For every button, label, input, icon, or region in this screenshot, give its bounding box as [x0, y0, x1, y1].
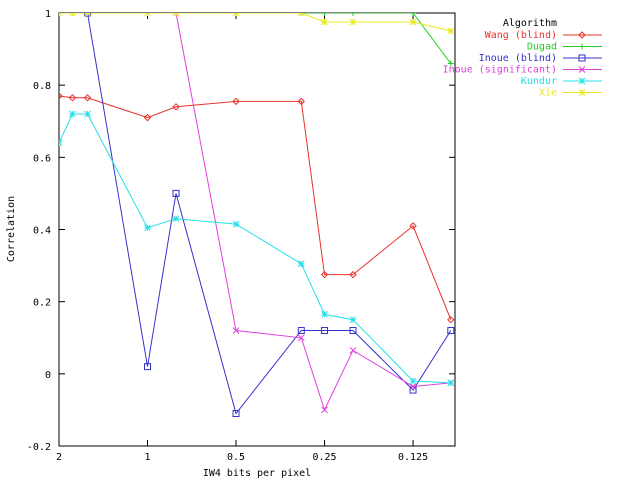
point-marker: [59, 13, 63, 17]
point-marker: [321, 310, 328, 318]
point-marker: [349, 18, 357, 26]
point-marker: [578, 54, 586, 62]
point-marker: [349, 347, 357, 354]
point-marker: [320, 270, 329, 279]
y-tick-label: 0.4: [33, 226, 51, 237]
point-marker: [321, 13, 328, 16]
point-marker: [578, 31, 586, 39]
series-line: [59, 13, 452, 64]
point-marker: [409, 222, 417, 230]
point-marker: [83, 94, 92, 102]
series-dugad: [59, 13, 454, 67]
series-line: [59, 95, 452, 320]
point-marker: [172, 13, 180, 17]
point-marker: [69, 110, 76, 118]
point-marker: [172, 103, 180, 111]
point-marker: [69, 13, 76, 17]
point-marker: [447, 327, 455, 335]
point-marker: [144, 224, 151, 232]
series-line: [87, 13, 452, 415]
x-tick-label: 0.25: [312, 452, 336, 463]
plot-frame: [58, 12, 456, 447]
x-tick-label: 0.5: [227, 452, 245, 463]
point-marker: [321, 327, 329, 335]
point-marker: [297, 334, 305, 342]
series-line: [59, 13, 451, 32]
legend-entry-label: Xie: [539, 88, 557, 99]
point-marker: [172, 189, 180, 197]
point-marker: [349, 316, 357, 324]
series-kundur: [59, 110, 455, 387]
point-marker: [144, 363, 152, 371]
point-marker: [350, 13, 357, 16]
point-marker: [297, 260, 305, 268]
point-marker: [447, 316, 455, 324]
series-line: [59, 113, 451, 384]
point-marker: [447, 379, 455, 387]
x-tick-label: 1: [144, 452, 150, 463]
point-marker: [297, 97, 305, 106]
point-marker: [297, 327, 305, 335]
y-tick-label: 1: [45, 9, 51, 20]
x-axis-label: IW4 bits per pixel: [203, 468, 311, 479]
legend-entry-label: Wang (blind): [485, 30, 557, 41]
x-tick-label: 2: [56, 452, 62, 463]
point-marker: [409, 383, 417, 390]
point-marker: [172, 215, 180, 223]
y-tick-label: -0.2: [27, 442, 51, 453]
legend-entry-label: Kundur: [521, 76, 557, 87]
point-marker: [144, 13, 151, 17]
y-tick-label: 0.8: [33, 81, 51, 92]
point-marker: [409, 18, 417, 26]
legend-title: Algorithm: [503, 18, 557, 29]
series-line: [175, 13, 451, 412]
point-marker: [59, 139, 63, 147]
legend-entry-label: Inoue (blind): [479, 53, 557, 64]
point-marker: [447, 60, 454, 67]
point-marker: [68, 94, 77, 102]
point-marker: [578, 89, 586, 96]
point-marker: [447, 27, 455, 35]
point-marker: [409, 377, 417, 385]
point-marker: [349, 327, 357, 335]
point-marker: [143, 113, 152, 122]
point-marker: [232, 97, 240, 106]
point-marker: [349, 270, 357, 279]
y-tick-label: 0.2: [33, 298, 51, 309]
x-tick-label: 0.125: [398, 452, 428, 463]
point-marker: [321, 18, 328, 26]
axis-ticks: 2 1 0.5 0.25 0.125 -0.2 0 0.2 0.4 0.6 0.8 1: [27, 9, 455, 463]
y-axis-label: Correlation: [6, 196, 17, 262]
series-xie: [59, 13, 455, 35]
legend-entry-label: Dugad: [527, 42, 557, 53]
point-marker: [297, 13, 305, 17]
point-marker: [84, 13, 91, 17]
point-marker: [578, 77, 586, 85]
point-marker: [232, 13, 240, 17]
y-tick-label: 0.6: [33, 153, 51, 164]
series-layer: [59, 13, 455, 418]
point-marker: [232, 327, 240, 334]
point-marker: [232, 220, 240, 228]
series-inoue-significant: [172, 13, 455, 414]
point-marker: [232, 410, 240, 418]
point-marker: [410, 13, 417, 16]
y-tick-label: 0: [45, 370, 51, 381]
point-marker: [321, 406, 328, 414]
point-marker: [59, 92, 63, 100]
point-marker: [579, 43, 585, 50]
series-wang-blind: [59, 92, 455, 324]
legend-entry-label: Inoue (significant): [443, 65, 557, 76]
point-marker: [84, 110, 91, 118]
point-marker: [578, 66, 586, 73]
